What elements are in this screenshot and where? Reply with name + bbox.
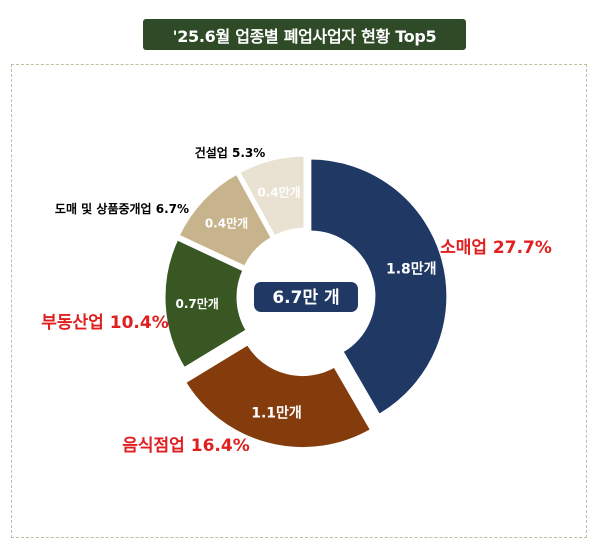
chart-title: '25.6월 업종별 폐업사업자 현황 Top5 — [143, 19, 466, 50]
slice-value-label-2: 0.7만개 — [175, 296, 218, 311]
donut-slice-4 — [236, 153, 307, 240]
donut-slice-3 — [176, 171, 275, 270]
center-total-badge: 6.7만 개 — [254, 282, 358, 312]
slice-value-label-4: 0.4만개 — [257, 184, 300, 199]
slice-value-label-3: 0.4만개 — [205, 215, 248, 230]
center-total-label: 6.7만 개 — [272, 288, 339, 308]
slice-category-label-1: 음식점업 16.4% — [122, 436, 249, 456]
slice-category-label-4: 건설업 5.3% — [195, 145, 266, 160]
slice-category-label-2: 부동산업 10.4% — [41, 313, 168, 333]
slice-category-label-0: 소매업 27.7% — [440, 238, 552, 258]
chart-frame — [11, 64, 587, 538]
slice-value-label-1: 1.1만개 — [251, 405, 302, 421]
slice-category-label-3: 도매 및 상품중개업 6.7% — [55, 201, 189, 216]
donut-slice-2 — [162, 236, 250, 371]
slice-value-label-0: 1.8만개 — [386, 262, 437, 278]
donut-slice-1 — [182, 341, 374, 450]
donut-slice-0 — [308, 156, 450, 418]
